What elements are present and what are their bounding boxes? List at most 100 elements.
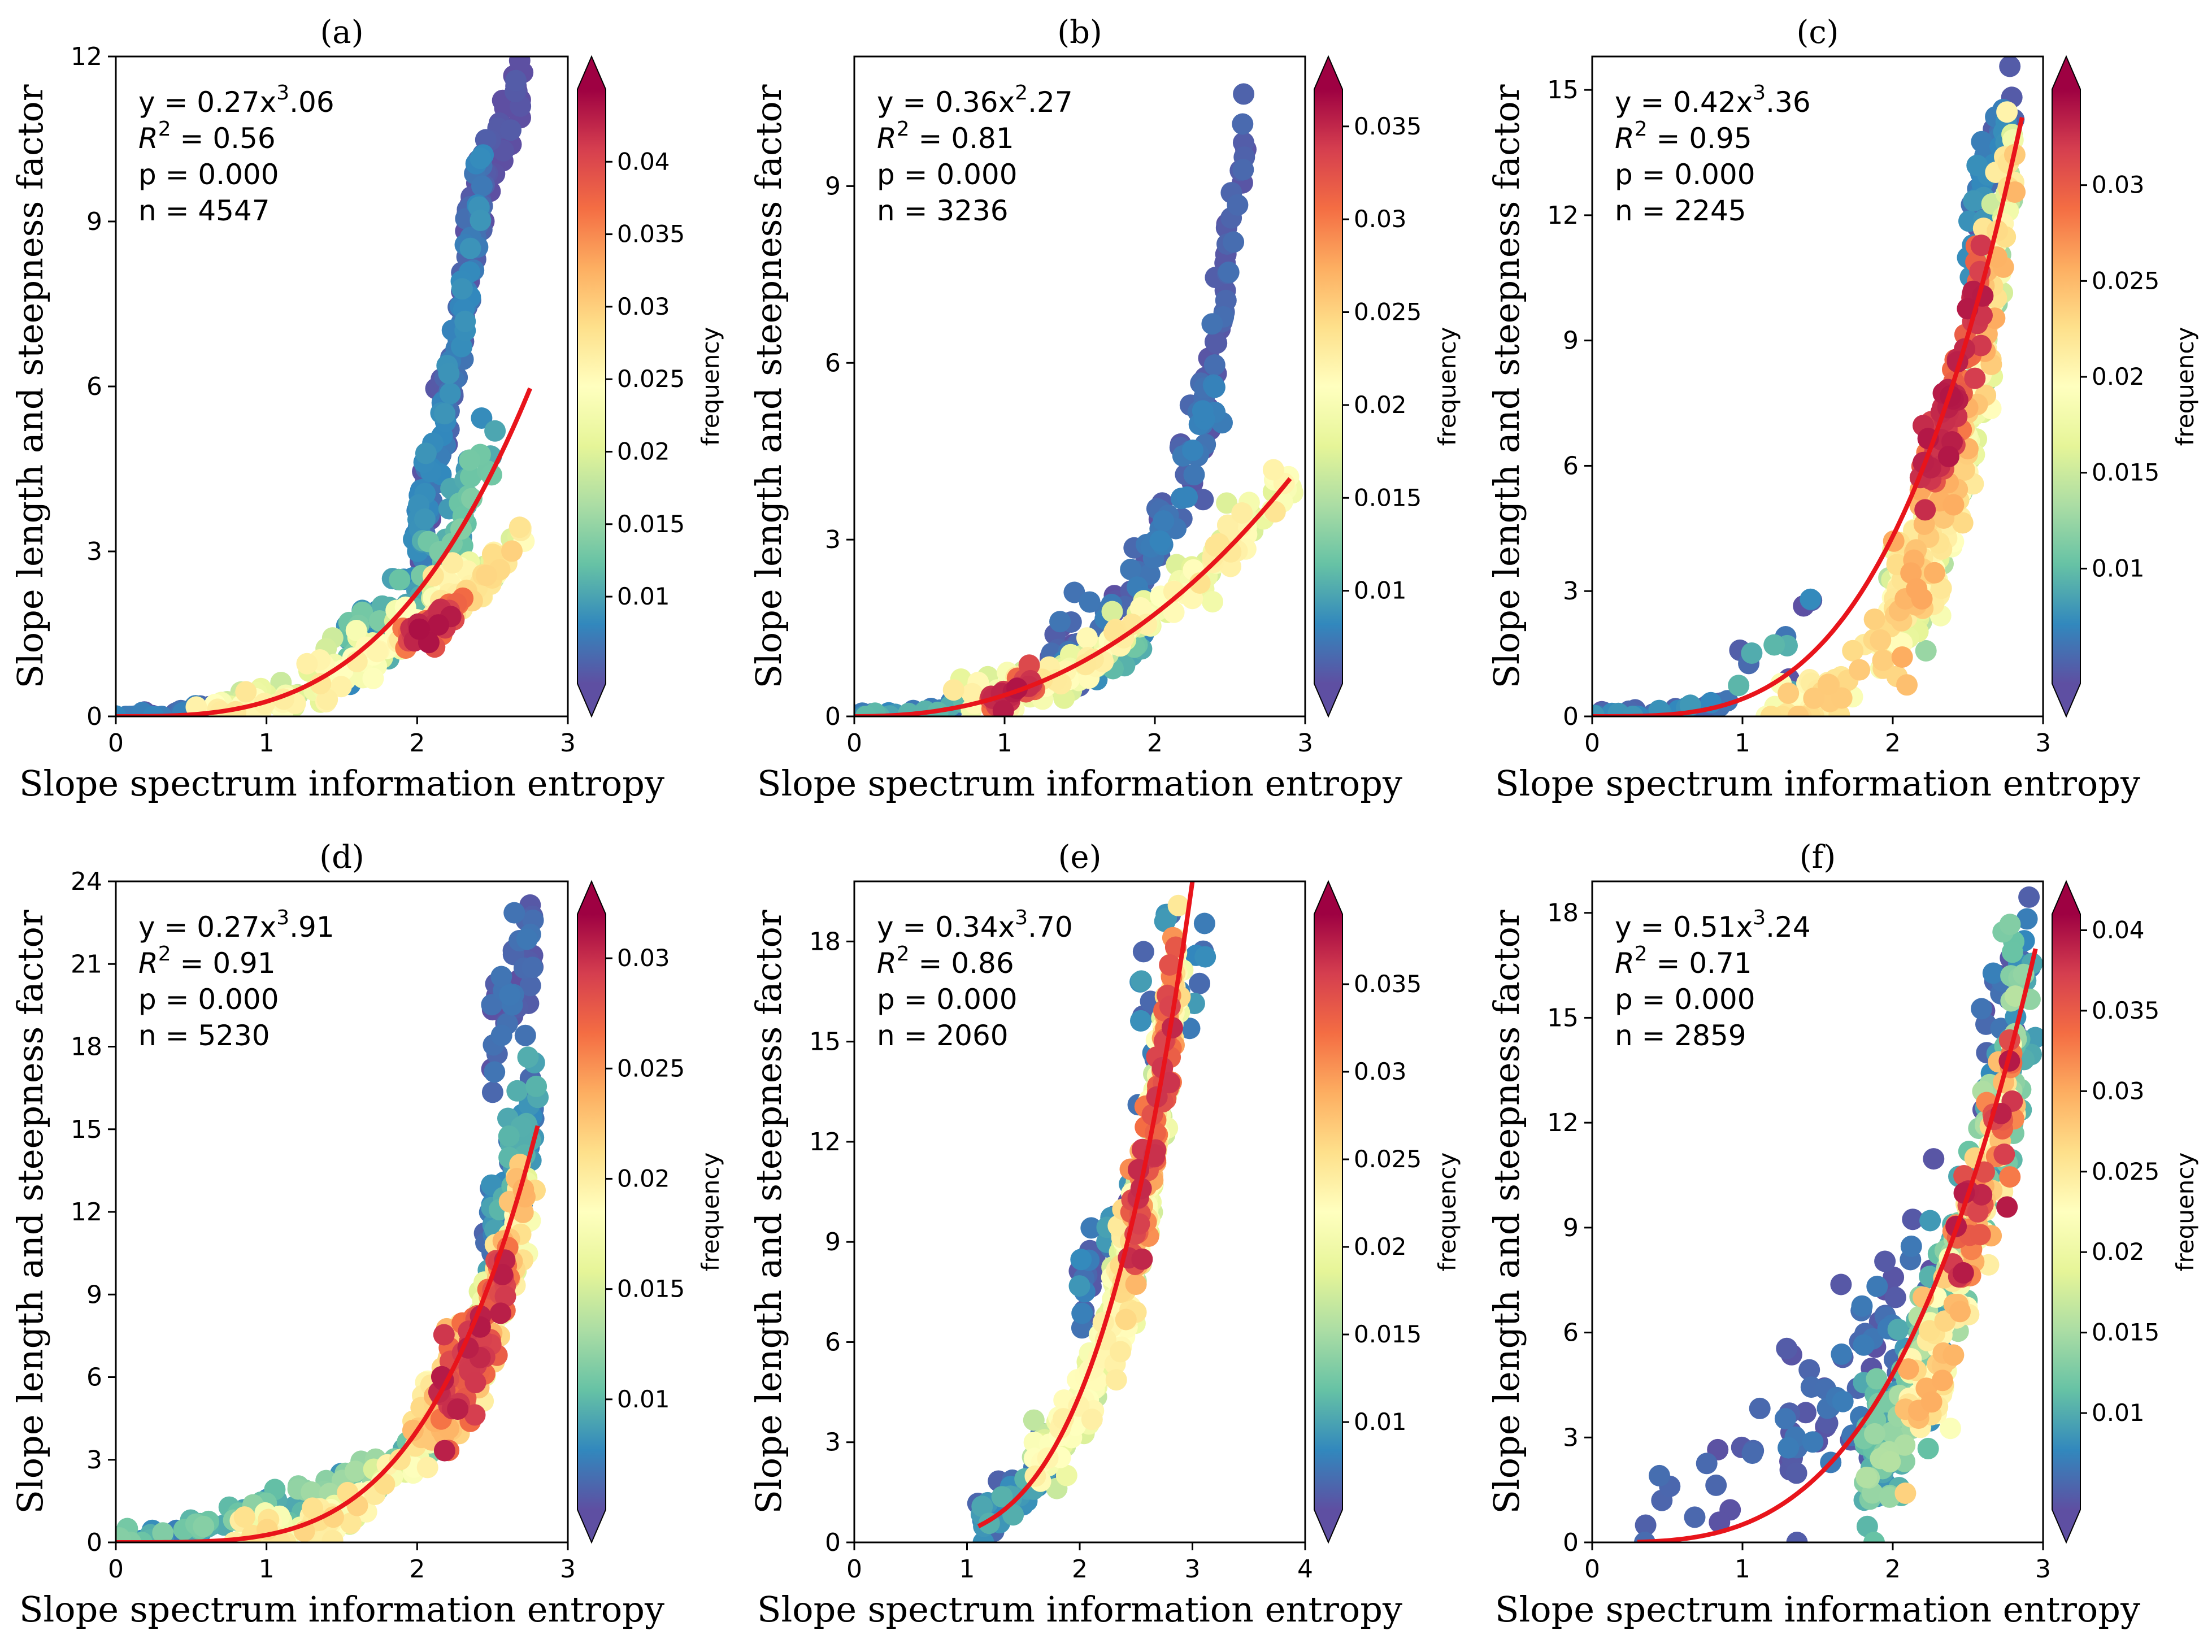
panel-b: 0 1 2 3 0 3 6 9 (b) Slope spectrum information en… (748, 14, 1461, 804)
colorbar-outline (2052, 880, 2081, 1544)
equation-text: y = 0.42x3.36 (1615, 81, 1811, 119)
scatter-point (1993, 1144, 2015, 1165)
scatter-point (1105, 1369, 1127, 1391)
x-tick-label: 1 (259, 1555, 275, 1584)
plot-frame (1591, 880, 2044, 1544)
colorbar-tick-label: 0.035 (617, 220, 685, 248)
scatter-point (1866, 1275, 1888, 1297)
colorbar-tick-label: 0.025 (1354, 1145, 1422, 1173)
y-tick-label: 0 (825, 1528, 841, 1557)
scatter-point (1194, 946, 1216, 968)
x-tick-label: 2 (1885, 729, 1901, 758)
scatter-point (464, 1404, 486, 1426)
y-tick-label: 9 (1563, 1214, 1579, 1242)
colorbar-tick-label: 0.01 (617, 1385, 670, 1413)
y-tick-label: 6 (1563, 1319, 1579, 1347)
scatter-point (438, 363, 460, 384)
scatter-point (1920, 1391, 1942, 1413)
scatter-point (514, 1024, 536, 1046)
scatter-point (439, 382, 461, 405)
scatter-point (2016, 908, 2038, 930)
scatter-point (522, 957, 544, 979)
scatter-point (1705, 1474, 1727, 1496)
scatter-point (1233, 83, 1255, 105)
scatter-point (1063, 581, 1085, 603)
colorbar: 0.01 0.015 0.02 0.025 0.03 0.035 frequency (1314, 55, 1461, 718)
y-tick-label: 15 (809, 1028, 841, 1057)
scatter-point (1218, 261, 1240, 283)
colorbar-gradient (1314, 89, 1342, 684)
colorbar-max-arrow (2052, 56, 2080, 89)
scatter-point (1832, 1390, 1854, 1412)
scatter-point (1969, 1224, 1991, 1246)
r-squared-text: R2 = 0.56 (138, 118, 276, 155)
scatter-point (1952, 512, 1974, 534)
scatter-point (1953, 459, 1975, 481)
x-tick-label: 4 (1297, 1555, 1313, 1584)
scatter-point (428, 614, 449, 636)
fit-curve (116, 387, 532, 716)
scatter-point (471, 175, 493, 197)
y-tick-label: 0 (86, 1528, 102, 1557)
sample-size-text: n = 2245 (1615, 194, 1746, 227)
y-tick-label: 0 (1563, 702, 1579, 731)
scatter-point (525, 1075, 547, 1097)
scatter-point (1967, 1201, 1989, 1223)
scatter-point (1592, 705, 1605, 716)
colorbar-tick-label: 0.015 (1354, 484, 1422, 511)
colorbar-gradient (577, 914, 606, 1510)
scatter-point (1125, 1273, 1147, 1295)
p-value-text: p = 0.000 (877, 158, 1018, 191)
colorbar-max-arrow (2052, 881, 2080, 914)
x-axis-label: Slope spectrum information entropy (19, 1589, 664, 1630)
scatter-point (1874, 1250, 1896, 1272)
scatter-point (330, 676, 352, 698)
x-tick-label: 2 (409, 729, 425, 758)
y-axis-label: Slope length and steepness factor (748, 910, 789, 1514)
scatter-point (991, 1486, 1013, 1508)
x-tick-label: 1 (959, 1555, 975, 1584)
scatter-point (1853, 1334, 1875, 1356)
scatter-point (1786, 1532, 1808, 1542)
scatter-point (484, 420, 506, 442)
scatter-point (321, 1529, 344, 1542)
colorbar-max-arrow (1314, 56, 1342, 89)
scatter-point (1870, 629, 1892, 651)
colorbar-tick-label: 0.03 (1354, 1058, 1407, 1085)
scatter-point (1741, 642, 1763, 664)
scatter-point (1049, 611, 1071, 633)
scatter-point (1864, 1423, 1885, 1445)
x-axis-label: Slope spectrum information entropy (757, 1589, 1402, 1630)
panel-title: (a) (320, 14, 363, 51)
colorbar: 0.01 0.015 0.02 0.025 0.03 0.035 0.04 frequency (2052, 880, 2199, 1544)
scatter-point (1227, 194, 1249, 216)
p-value-text: p = 0.000 (1615, 983, 1755, 1016)
sample-size-text: n = 2859 (1615, 1019, 1746, 1052)
scatter-point (296, 653, 318, 675)
colorbar-tick-label: 0.01 (2092, 554, 2145, 582)
x-tick-label: 3 (560, 729, 576, 758)
scatter-point (1167, 894, 1189, 916)
colorbar-outline (2052, 55, 2081, 718)
scatter-point (471, 407, 493, 429)
colorbar-gradient (577, 89, 606, 684)
colorbar-label: frequency (2171, 327, 2199, 446)
colorbar-min-arrow (577, 1510, 606, 1542)
x-tick-label: 1 (259, 729, 275, 758)
scatter-point (1996, 101, 2018, 123)
scatter-point (1863, 608, 1885, 631)
scatter-point (366, 641, 388, 663)
scatter-point (1635, 1514, 1657, 1536)
scatter-point (389, 569, 411, 590)
scatter-point (2001, 941, 2023, 963)
scatter-point (1774, 1408, 1796, 1430)
y-tick-label: 3 (825, 525, 841, 554)
colorbar-tick-label: 0.02 (617, 437, 670, 465)
scatter-point (362, 667, 384, 689)
scatter-point (470, 147, 492, 169)
scatter-point (855, 706, 877, 716)
